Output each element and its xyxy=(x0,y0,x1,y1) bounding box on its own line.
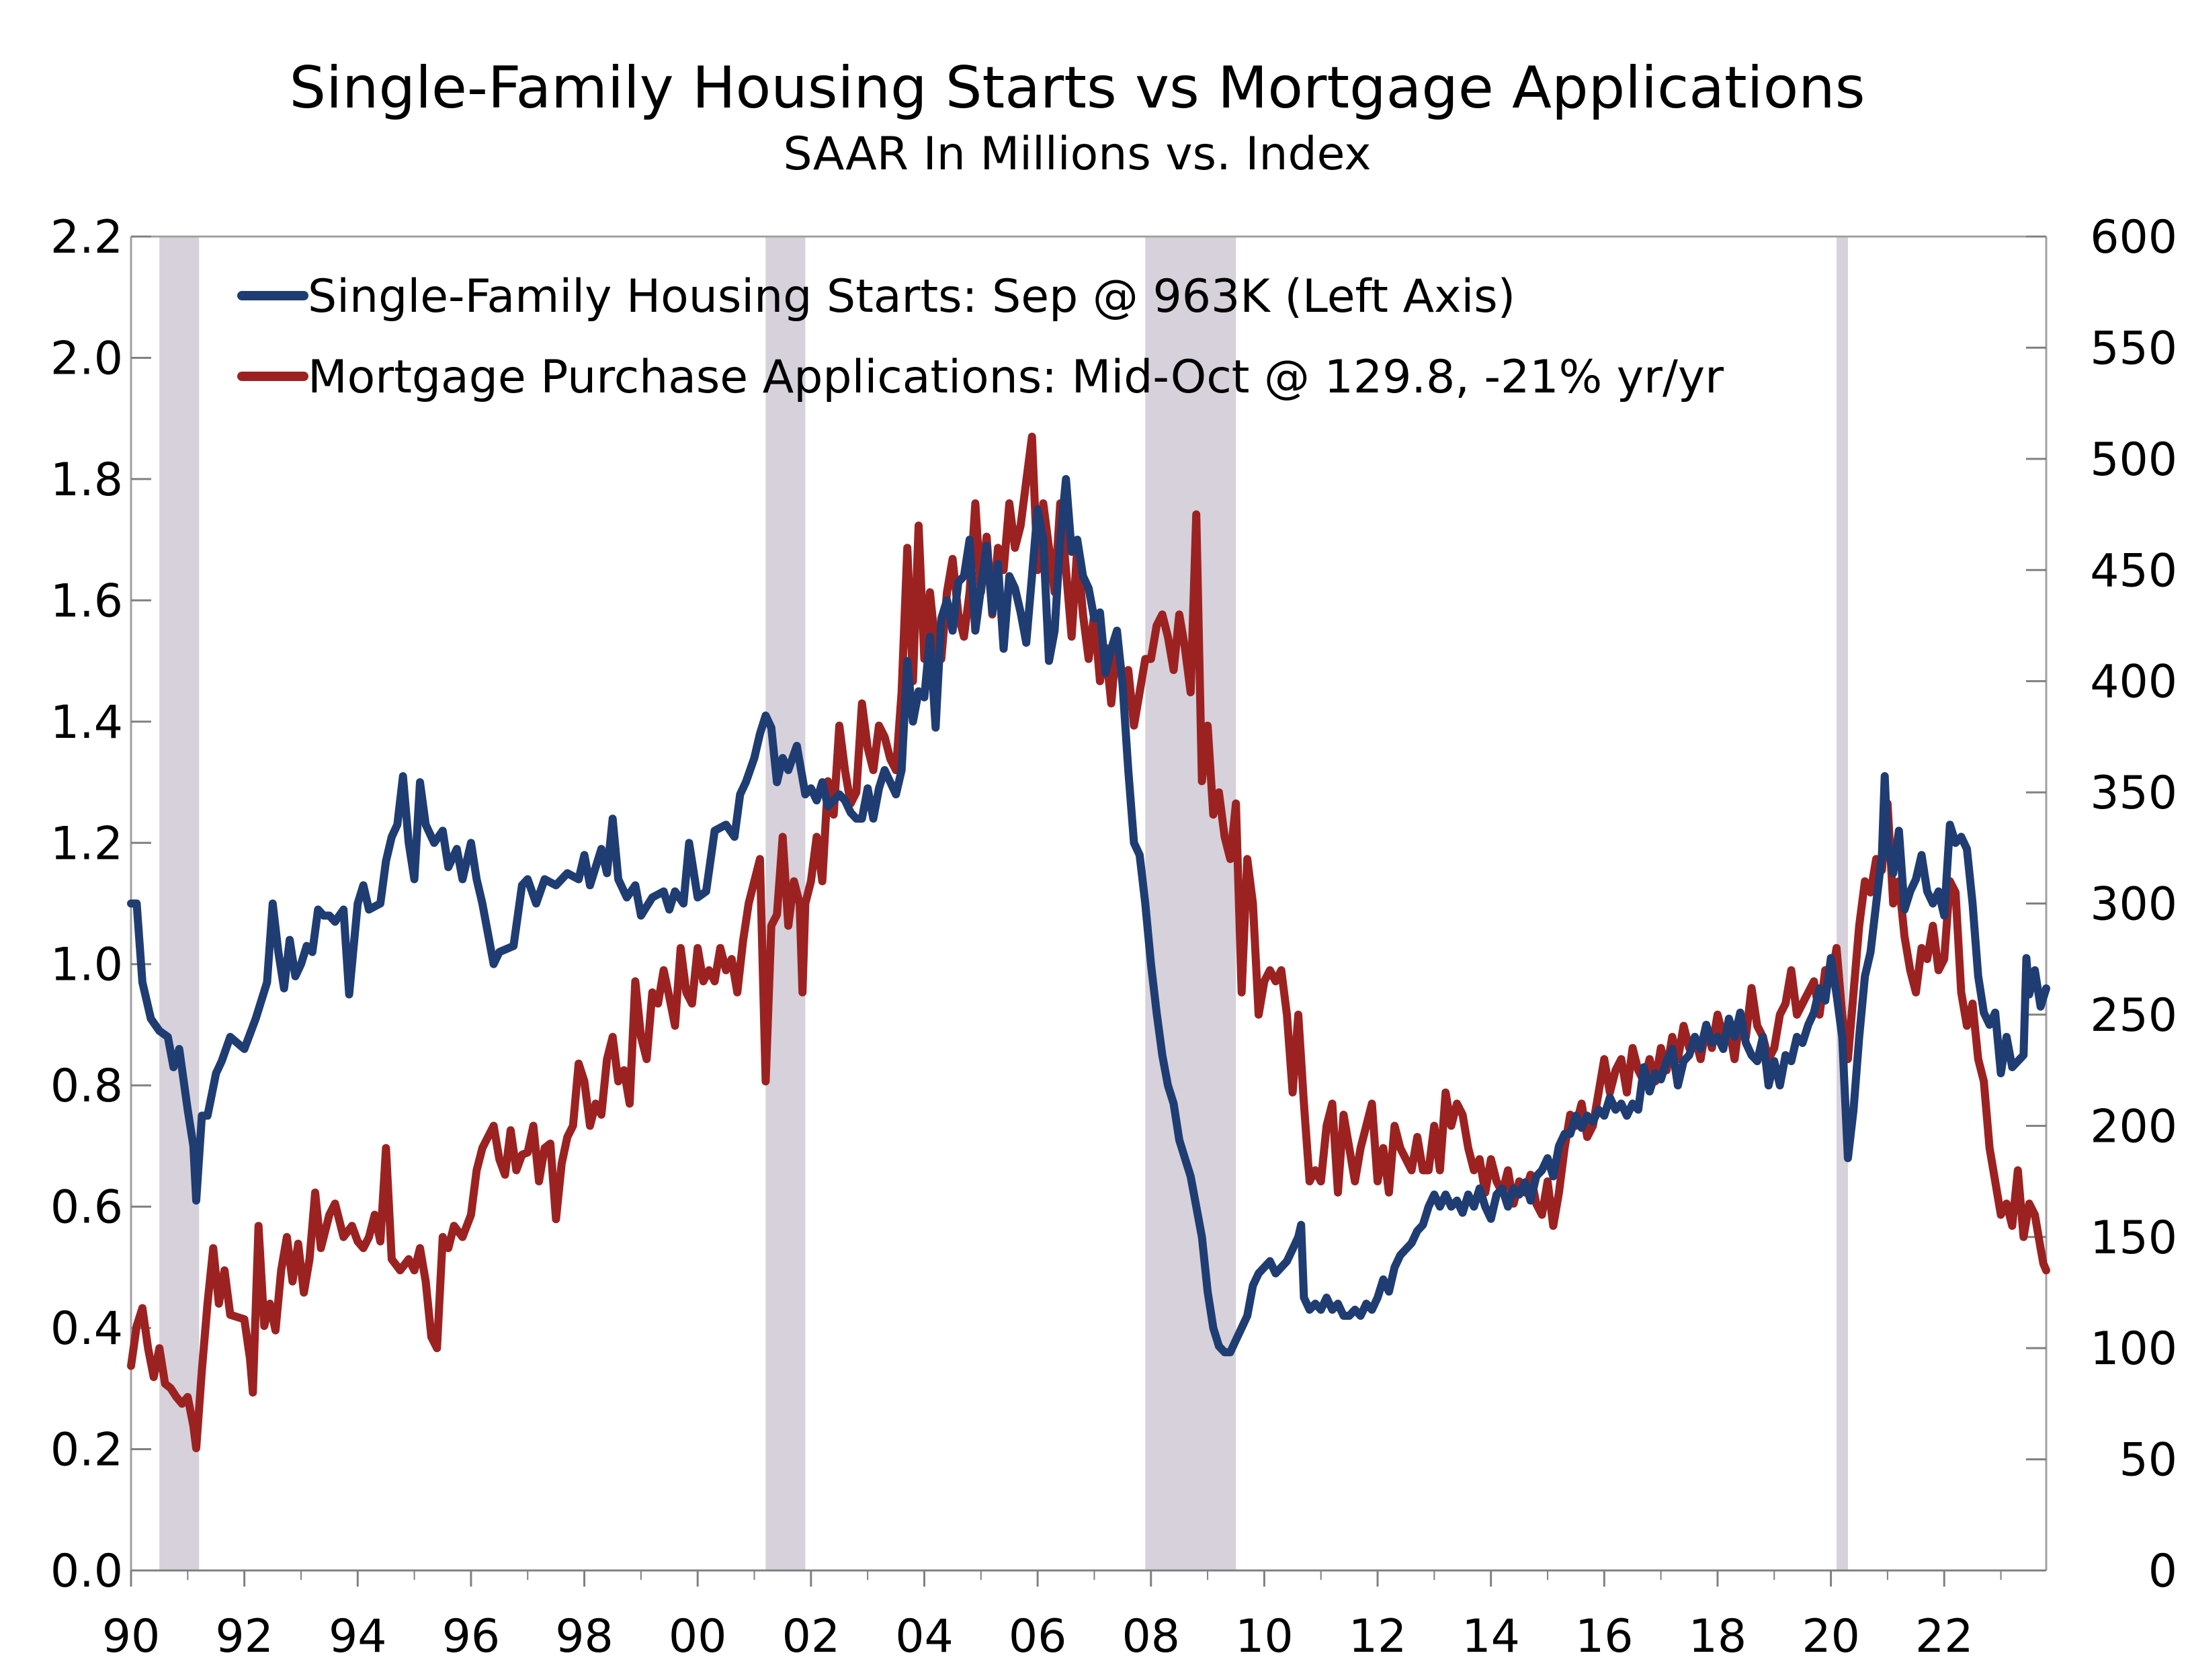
axes: 0.0 0.2 0.4 0.6 0.8 1.0 1.2 1.4 1.6 1.8 2.0 2.2 0 50 1… xyxy=(50,211,2177,1663)
x-axis-tick-label: 08 xyxy=(1122,1610,1180,1663)
x-axis-tick-label: 94 xyxy=(329,1610,387,1663)
x-axis-tick-label: 06 xyxy=(1009,1610,1067,1663)
x-axis-tick-label: 18 xyxy=(1689,1610,1747,1663)
left-axis-tick-label: 1.0 xyxy=(50,939,123,992)
x-axis-tick-label: 98 xyxy=(555,1610,614,1663)
housing-starts-line xyxy=(127,474,2050,1357)
right-axis-tick-label: 200 xyxy=(2090,1100,2177,1153)
chart-title: Single-Family Housing Starts vs Mortgage… xyxy=(289,54,1865,122)
left-axis-tick-label: 2.0 xyxy=(50,332,123,385)
left-axis-tick-label: 0.4 xyxy=(50,1302,123,1355)
right-axis-tick-label: 250 xyxy=(2090,989,2177,1042)
x-axis-tick-label: 02 xyxy=(782,1610,841,1663)
left-axis-tick-label: 0.2 xyxy=(50,1424,123,1477)
legend-label-mortgage-applications: Mortgage Purchase Applications: Mid-Oct … xyxy=(308,351,1724,404)
x-axis-tick-label: 92 xyxy=(215,1610,274,1663)
recession-band xyxy=(1145,237,1236,1570)
right-axis-tick-label: 100 xyxy=(2090,1322,2177,1376)
right-axis-tick-label: 50 xyxy=(2119,1434,2177,1487)
left-axis-tick-label: 0.6 xyxy=(50,1181,123,1234)
x-axis-tick-label: 14 xyxy=(1462,1610,1520,1663)
x-axis-tick-label: 20 xyxy=(1802,1610,1860,1663)
right-axis-tick-label: 400 xyxy=(2090,656,2177,709)
mortgage-applications-line xyxy=(127,432,2050,1452)
left-axis-tick-label: 2.2 xyxy=(50,211,123,264)
right-axis-tick-label: 150 xyxy=(2090,1212,2177,1265)
x-axis-tick-label: 22 xyxy=(1915,1610,1974,1663)
left-axis-tick-label: 0.0 xyxy=(50,1545,123,1598)
left-axis-tick-label: 1.4 xyxy=(50,696,123,749)
left-axis-tick-label: 1.6 xyxy=(50,575,123,628)
x-axis-tick-label: 16 xyxy=(1575,1610,1634,1663)
recession-band xyxy=(159,237,200,1570)
legend-label-housing-starts: Single-Family Housing Starts: Sep @ 963K… xyxy=(308,270,1515,323)
left-axis-tick-label: 1.2 xyxy=(50,817,123,870)
left-axis-tick-label: 0.8 xyxy=(50,1060,123,1113)
right-axis-tick-label: 0 xyxy=(2148,1545,2177,1598)
right-axis-tick-label: 550 xyxy=(2090,322,2177,375)
series-lines xyxy=(127,432,2050,1452)
x-axis-tick-label: 90 xyxy=(102,1610,161,1663)
right-axis-tick-label: 350 xyxy=(2090,767,2177,820)
right-axis-tick-label: 500 xyxy=(2090,433,2177,487)
x-axis-tick-label: 10 xyxy=(1235,1610,1294,1663)
chart-subtitle: SAAR In Millions vs. Index xyxy=(783,128,1371,181)
right-axis-tick-label: 450 xyxy=(2090,544,2177,597)
x-axis-tick-label: 04 xyxy=(895,1610,954,1663)
left-axis-tick-label: 1.8 xyxy=(50,454,123,507)
recession-band xyxy=(1837,237,1848,1570)
x-axis-tick-label: 00 xyxy=(669,1610,727,1663)
right-axis-tick-label: 600 xyxy=(2090,211,2177,264)
recession-bands xyxy=(159,237,1848,1570)
right-axis-tick-label: 300 xyxy=(2090,878,2177,931)
x-axis-tick-label: 12 xyxy=(1349,1610,1407,1663)
x-axis-tick-label: 96 xyxy=(442,1610,501,1663)
legend: Single-Family Housing Starts: Sep @ 963K… xyxy=(237,270,1724,404)
